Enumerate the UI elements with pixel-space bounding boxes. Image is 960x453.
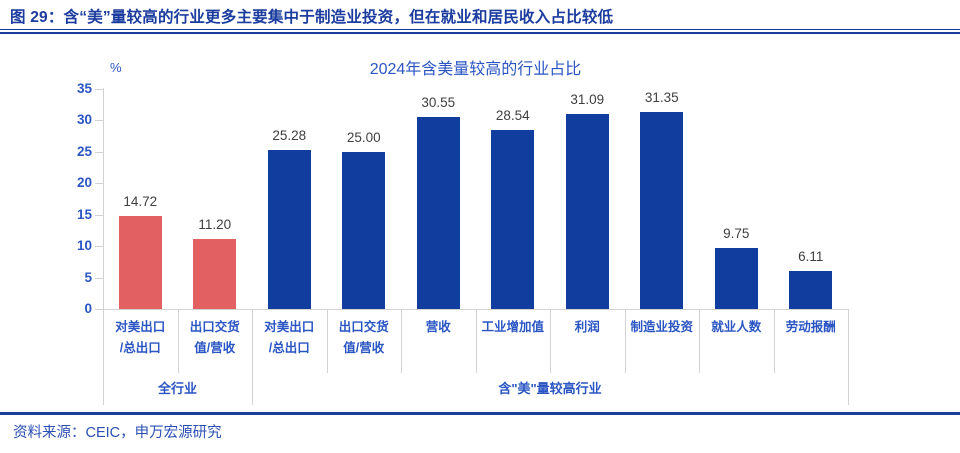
y-tick-mark <box>95 120 103 122</box>
category-separator <box>624 309 626 373</box>
y-tick-mark <box>95 277 103 279</box>
bar <box>193 238 237 309</box>
x-category-label: 出口交货 值/营收 <box>189 320 240 355</box>
bar-value-label: 25.28 <box>272 128 307 144</box>
x-category-label: 营收 <box>425 320 451 334</box>
bar <box>714 247 758 309</box>
bar <box>416 116 460 309</box>
x-category-label: 出口交货 值/营收 <box>338 320 389 355</box>
category-separator <box>699 309 700 373</box>
header-double-divider <box>0 29 960 34</box>
source-note: 资料来源：CEIC，申万宏源研究 <box>13 425 222 441</box>
y-tick-label: 25 <box>76 143 92 159</box>
bar-value-label: 28.54 <box>495 107 530 123</box>
x-category-label: 工业增加值 <box>481 320 544 334</box>
y-tick-mark <box>95 151 103 153</box>
category-separator <box>550 309 551 373</box>
category-separator <box>401 309 402 373</box>
figure-title: 图 29：含“美”量较高的行业更多主要集中于制造业投资，但在就业和居民收入占比较… <box>10 9 614 26</box>
y-tick-label: 35 <box>76 81 92 96</box>
category-separator <box>475 309 477 373</box>
bar-value-label: 31.09 <box>570 91 605 107</box>
x-category-label: 劳动报酬 <box>785 320 836 334</box>
x-category-label: 对美出口 /总出口 <box>264 320 315 355</box>
bar <box>640 111 684 309</box>
category-separator <box>773 309 775 373</box>
y-tick-mark <box>95 246 103 248</box>
y-tick-label: 20 <box>76 175 92 191</box>
y-axis-line <box>103 88 104 310</box>
bar-value-label: 6.11 <box>798 248 824 264</box>
y-tick-mark <box>95 309 103 310</box>
x-category-label: 就业人数 <box>711 320 762 334</box>
bar-value-label: 25.00 <box>346 129 381 145</box>
group-separator <box>252 309 253 405</box>
category-separator <box>177 309 179 373</box>
x-category-label: 对美出口 /总出口 <box>115 320 166 355</box>
footer-divider <box>0 412 960 415</box>
bar-value-label: 31.35 <box>644 89 679 105</box>
y-tick-label: 5 <box>84 269 92 285</box>
y-tick-mark <box>95 89 103 90</box>
bar-value-label: 9.75 <box>723 225 750 241</box>
figure-header: 图 29：含“美”量较高的行业更多主要集中于制造业投资，但在就业和居民收入占比较… <box>10 5 950 27</box>
bar <box>789 270 833 309</box>
bar <box>565 113 609 309</box>
bar <box>491 129 535 309</box>
chart-title: 2024年含美量较高的行业占比 <box>369 61 582 78</box>
bar <box>267 150 311 309</box>
y-tick-label: 0 <box>84 301 92 316</box>
y-tick-label: 30 <box>76 112 92 128</box>
x-category-label: 制造业投资 <box>630 320 693 334</box>
category-separator <box>326 309 328 373</box>
bar <box>342 151 386 309</box>
y-tick-mark <box>95 183 103 185</box>
bar <box>118 216 162 309</box>
bar-value-label: 14.72 <box>123 194 158 210</box>
y-axis-unit-label: % <box>110 60 122 75</box>
x-category-label: 利润 <box>574 320 600 334</box>
y-tick-label: 15 <box>76 206 92 222</box>
y-tick-mark <box>95 214 103 216</box>
y-tick-label: 10 <box>76 238 92 254</box>
x-group-label: 全行业 <box>157 381 197 396</box>
group-separator <box>103 309 104 405</box>
group-separator <box>848 309 849 405</box>
x-group-label: 含"美"量较高行业 <box>498 381 602 396</box>
bar-value-label: 11.20 <box>198 216 232 232</box>
bar-chart-plot-area: 0 5 10 15 20 25 30 35 14.72 11.20 25.28 25.00 30.55 2… <box>76 81 849 405</box>
bar-value-label: 30.55 <box>421 94 456 110</box>
